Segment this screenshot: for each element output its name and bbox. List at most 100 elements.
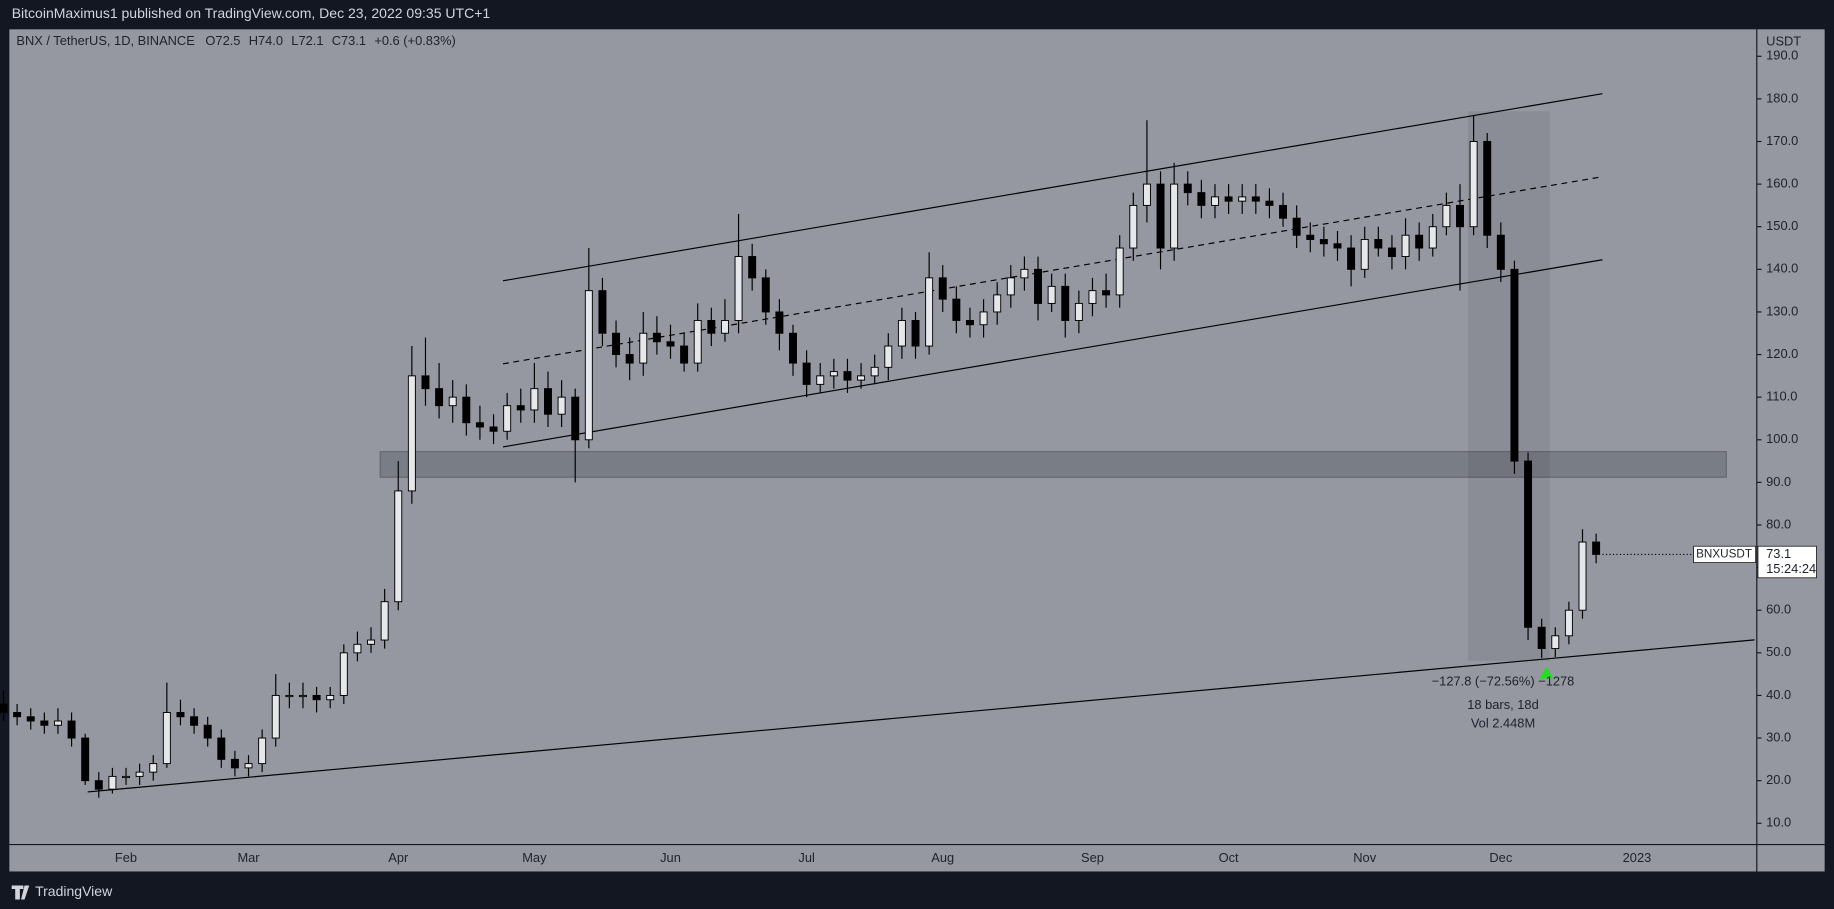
y-tick-label: 60.0 [1766,602,1791,617]
candle-body [162,712,171,765]
publisher: BitcoinMaximus1 published on TradingView… [12,5,491,21]
candle-body [789,332,797,364]
candle-body [1456,204,1464,228]
y-tick-label: 100.0 [1766,431,1798,446]
candle-body [503,405,512,432]
candle-body [775,311,784,334]
candle-body [339,652,348,696]
y-unit: USDT [1766,34,1801,49]
low-marker [1539,666,1554,679]
candle-body [176,712,185,718]
candle-body [1374,239,1383,249]
candle-body [1551,635,1560,650]
candle-body [639,332,648,364]
candle-body [680,345,689,364]
ohlc-value: 72.5 [215,34,240,49]
y-tick-label: 40.0 [1766,687,1791,702]
candle-body [448,396,457,407]
candle-body [258,737,267,765]
candle-body [870,366,879,377]
ticker-tag [1693,545,1756,563]
candle-body [1115,247,1124,296]
candle-body [707,319,716,334]
candle-body [298,694,307,698]
candle-body [271,694,280,739]
candle-body [367,639,376,645]
candle-body [1592,541,1601,555]
change: +0.6 (+0.83%) [374,34,456,49]
candle-body [1360,239,1369,270]
channel-top [502,93,1603,282]
candle-body [53,720,62,726]
y-tick-label: 160.0 [1766,176,1798,191]
candle-body [407,375,416,492]
candle-body [1442,204,1451,228]
x-tick-label: Jul [798,850,814,865]
candle-body [1578,541,1587,611]
candle-body [693,319,702,364]
candle-body [612,332,621,356]
candle-body [1047,285,1056,304]
ticker: BNXUSDT [1696,547,1752,560]
candle-body [816,375,825,385]
y-tick-label: 80.0 [1766,516,1791,531]
candle-body [516,405,525,411]
ohlc-value: 72.1 [298,34,323,49]
candle-body [462,396,471,424]
candle-body [1211,196,1219,206]
y-tick-label: 140.0 [1766,261,1798,276]
candle-body [666,341,675,347]
candle-body [1170,183,1179,249]
candle-body [965,319,974,326]
candle-body [285,694,294,698]
candle-body [911,319,920,347]
x-tick-label: Nov [1353,850,1376,865]
brand: TradingView [35,883,113,899]
candle-body [1088,290,1097,304]
x-tick-label: Aug [931,850,954,865]
x-tick-label: Sep [1081,850,1104,865]
logo [11,885,30,900]
candle-body [475,422,484,428]
candle-body [1387,247,1396,258]
y-tick-label: 180.0 [1766,90,1798,105]
candle-body [1265,200,1274,206]
ohlc-label: O [205,34,215,49]
x-tick-label: Apr [388,850,409,865]
candle-body [108,775,117,790]
candle-body [122,775,130,779]
candle-body [1510,268,1519,462]
candle-body [230,758,239,769]
candle-body [544,388,552,415]
ohlc-label: H [249,34,258,49]
candle-body [1496,234,1505,270]
candle-body [598,290,607,334]
candle-body [1074,302,1083,321]
candle-body [26,716,35,722]
candles [0,115,1601,798]
candle-body [993,294,1002,313]
y-tick-label: 90.0 [1766,474,1791,489]
candle-body [0,703,8,713]
y-tick-label: 10.0 [1766,815,1791,830]
ohlc-label: C [332,34,341,49]
candle-body [938,277,947,300]
candle-body [149,763,158,773]
y-tick-label: 110.0 [1766,389,1797,404]
candle-body [557,396,566,415]
candle-body [135,771,144,777]
measure-zone [1467,111,1550,661]
candle-body [1224,196,1233,202]
candle-body [925,277,934,347]
candle-body [979,311,988,326]
candle-body [802,362,811,385]
candle-body [421,375,430,390]
long-support [87,639,1755,793]
candle-body [734,256,743,321]
x-tick-label: Oct [1219,850,1239,865]
candle-body [1156,183,1165,249]
candle-body [584,290,593,441]
candle-body [1483,141,1492,236]
y-tick-label: 170.0 [1766,133,1798,148]
